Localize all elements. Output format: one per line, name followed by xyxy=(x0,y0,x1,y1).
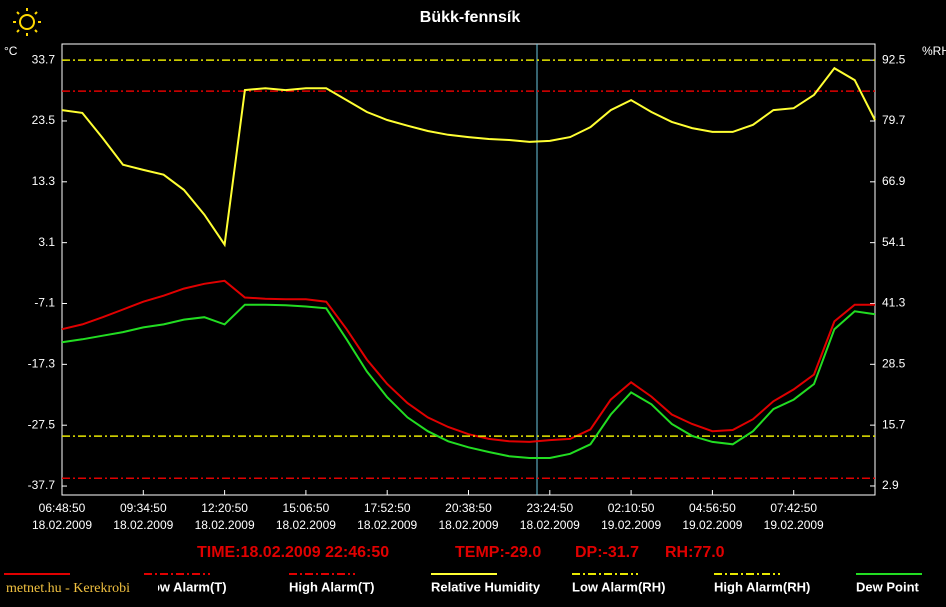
x-tick-label: 07:42:50 xyxy=(770,501,817,515)
y-tick-label: -37.7 xyxy=(28,478,56,492)
series-line xyxy=(61,303,876,459)
legend-label: Dew Point xyxy=(856,579,920,594)
status-time: TIME:18.02.2009 22:46:50 xyxy=(197,544,389,561)
x-tick-label: 19.02.2009 xyxy=(764,518,824,532)
watermark: metnet.hu - Kerekrobi xyxy=(6,581,130,596)
x-tick-label: 15:06:50 xyxy=(283,501,330,515)
y2-tick-label: 79.7 xyxy=(882,113,906,127)
y-tick-label: 3.1 xyxy=(38,235,55,249)
x-tick-label: 12:20:50 xyxy=(201,501,248,515)
status-dp: DP:-31.7 xyxy=(575,544,639,561)
x-tick-label: 18.02.2009 xyxy=(438,518,498,532)
y2-tick-label: 54.1 xyxy=(882,235,906,249)
sun-icon xyxy=(13,8,41,36)
x-tick-label: 06:48:50 xyxy=(39,501,86,515)
y2-tick-label: 28.5 xyxy=(882,356,906,370)
y2-tick-label: 2.9 xyxy=(882,478,899,492)
x-tick-label: 18.02.2009 xyxy=(113,518,173,532)
x-tick-label: 18.02.2009 xyxy=(357,518,417,532)
x-tick-label: 09:34:50 xyxy=(120,501,167,515)
watermark-bg xyxy=(0,580,158,598)
x-tick-label: 18.02.2009 xyxy=(276,518,336,532)
y2-tick-label: 66.9 xyxy=(882,174,906,188)
series-line xyxy=(61,279,875,443)
y2-tick-label: 92.5 xyxy=(882,52,906,66)
y-tick-label: -27.5 xyxy=(28,417,56,431)
x-tick-label: 02:10:50 xyxy=(608,501,655,515)
y-tick-label: -17.3 xyxy=(28,357,56,371)
y-tick-label: 33.7 xyxy=(32,52,56,66)
x-tick-label: 18.02.2009 xyxy=(520,518,580,532)
x-tick-label: 17:52:50 xyxy=(364,501,411,515)
y-tick-label: 13.3 xyxy=(32,174,56,188)
legend-label: High Alarm(RH) xyxy=(714,579,810,594)
status-rh: RH:77.0 xyxy=(665,544,725,561)
y-axis-unit: °C xyxy=(4,44,18,58)
legend-label: Relative Humidity xyxy=(431,579,541,594)
series-line xyxy=(61,66,876,248)
y2-tick-label: 15.7 xyxy=(882,417,906,431)
x-tick-label: 19.02.2009 xyxy=(601,518,661,532)
status-temp: TEMP:-29.0 xyxy=(455,544,541,561)
status-bar: TIME:18.02.2009 22:46:50 TEMP:-29.0 DP:-… xyxy=(197,544,725,561)
x-tick-label: 19.02.2009 xyxy=(682,518,742,532)
x-tick-label: 23:24:50 xyxy=(526,501,573,515)
x-tick-label: 18.02.2009 xyxy=(32,518,92,532)
x-tick-label: 04:56:50 xyxy=(689,501,736,515)
y-tick-label: 23.5 xyxy=(32,113,56,127)
x-tick-label: 20:38:50 xyxy=(445,501,492,515)
y2-tick-label: 41.3 xyxy=(882,296,906,310)
legend-label: Low Alarm(RH) xyxy=(572,579,665,594)
legend-label: Low Alarm(T) xyxy=(144,579,227,594)
legend-label: High Alarm(T) xyxy=(289,579,374,594)
chart-title: Bükk-fennsík xyxy=(420,9,521,26)
x-tick-label: 18.02.2009 xyxy=(195,518,255,532)
y2-axis-unit: %RH xyxy=(922,44,946,58)
y-tick-label: -7.1 xyxy=(34,296,55,310)
